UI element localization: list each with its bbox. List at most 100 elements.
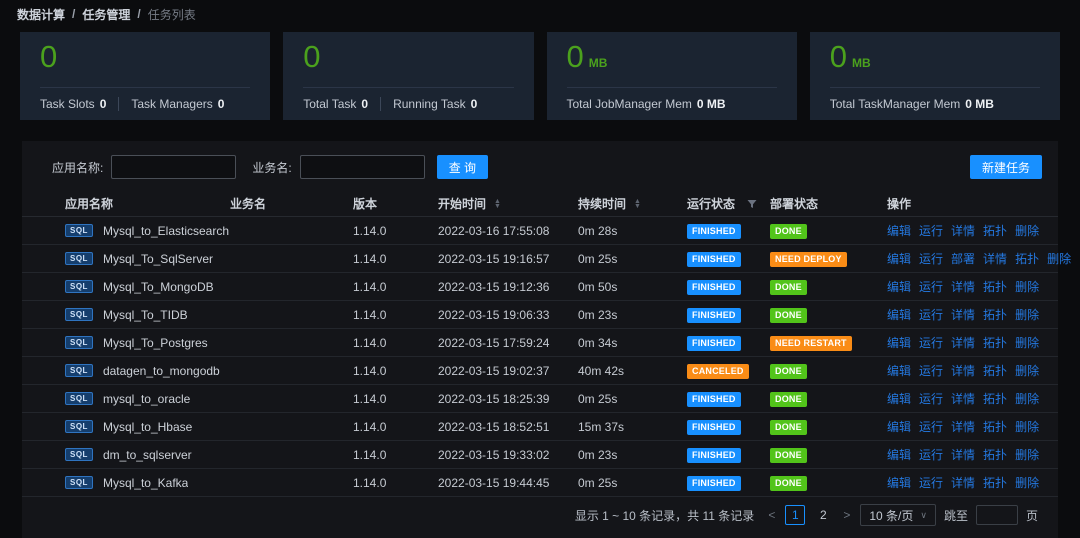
action-edit[interactable]: 编辑	[887, 308, 912, 322]
action-delete[interactable]: 删除	[1015, 392, 1040, 406]
action-run[interactable]: 运行	[919, 224, 944, 238]
action-run[interactable]: 运行	[919, 392, 944, 406]
version: 1.14.0	[353, 391, 387, 406]
action-edit[interactable]: 编辑	[887, 336, 912, 350]
prev-page-button[interactable]: <	[768, 508, 776, 522]
metric-total-task: Total Task 0	[303, 97, 369, 111]
action-run[interactable]: 运行	[919, 420, 944, 434]
deploy-status-badge: DONE	[770, 223, 807, 239]
sort-icon[interactable]: ▲ ▼	[634, 198, 641, 210]
action-deploy[interactable]: 部署	[951, 252, 976, 266]
action-topology[interactable]: 拓扑	[1015, 252, 1040, 266]
app-name-cell: SQL dm_to_sqlserver	[65, 448, 230, 462]
action-detail[interactable]: 详情	[951, 476, 976, 490]
action-delete[interactable]: 删除	[1015, 280, 1040, 294]
table-header: 应用名称 业务名 版本 开始时间 ▲ ▼ 持续时间 ▲ ▼ 运行状态 部署状态 操作	[22, 191, 1058, 217]
column-header-run_status[interactable]: 运行状态	[687, 195, 770, 212]
business-name-input[interactable]	[299, 155, 425, 179]
action-delete[interactable]: 删除	[1015, 420, 1040, 434]
action-run[interactable]: 运行	[919, 448, 944, 462]
sort-icon[interactable]: ▲ ▼	[494, 198, 501, 210]
version: 1.14.0	[353, 279, 387, 294]
table-row: SQL Mysql_to_Kafka 1.14.0 2022-03-15 19:44:…	[22, 469, 1058, 497]
action-edit[interactable]: 编辑	[887, 252, 912, 266]
action-delete[interactable]: 删除	[1015, 448, 1040, 462]
action-topology[interactable]: 拓扑	[983, 448, 1008, 462]
run-status-badge: FINISHED	[687, 447, 741, 463]
column-header-start_time[interactable]: 开始时间 ▲ ▼	[438, 195, 578, 212]
action-run[interactable]: 运行	[919, 336, 944, 350]
action-delete[interactable]: 删除	[1015, 476, 1040, 490]
actions-cell: 编辑 运行 详情 拓扑 删除	[887, 390, 1040, 407]
sql-badge: SQL	[65, 392, 93, 405]
run-status-cell: FINISHED	[687, 335, 770, 351]
action-run[interactable]: 运行	[919, 252, 944, 266]
action-edit[interactable]: 编辑	[887, 448, 912, 462]
action-delete[interactable]: 删除	[1015, 364, 1040, 378]
actions-cell: 编辑 运行 详情 拓扑 删除	[887, 362, 1040, 379]
action-detail[interactable]: 详情	[951, 308, 976, 322]
action-detail[interactable]: 详情	[951, 336, 976, 350]
stat-value: 0	[303, 39, 321, 74]
action-delete[interactable]: 删除	[1047, 252, 1072, 266]
action-edit[interactable]: 编辑	[887, 224, 912, 238]
filter-funnel-icon[interactable]	[747, 199, 757, 209]
page-button-2[interactable]: 2	[819, 508, 827, 522]
action-topology[interactable]: 拓扑	[983, 476, 1008, 490]
page-button-1[interactable]: 1	[785, 505, 806, 525]
action-topology[interactable]: 拓扑	[983, 420, 1008, 434]
action-topology[interactable]: 拓扑	[983, 364, 1008, 378]
jump-page-input[interactable]	[975, 505, 1018, 525]
action-detail[interactable]: 详情	[951, 392, 976, 406]
run-status-badge: CANCELED	[687, 363, 749, 379]
action-edit[interactable]: 编辑	[887, 364, 912, 378]
start-time: 2022-03-15 17:59:24	[438, 335, 550, 350]
breadcrumb-item-task-management[interactable]: 任务管理	[82, 7, 131, 22]
action-delete[interactable]: 删除	[1015, 308, 1040, 322]
action-run[interactable]: 运行	[919, 280, 944, 294]
action-edit[interactable]: 编辑	[887, 280, 912, 294]
stat-card-task-slots: 0 Task Slots 0 Task Managers 0	[20, 32, 271, 120]
run-status-badge: FINISHED	[687, 335, 741, 351]
column-header-duration[interactable]: 持续时间 ▲ ▼	[578, 195, 687, 212]
duration: 0m 34s	[578, 335, 618, 350]
deploy-status-cell: DONE	[770, 475, 887, 491]
action-detail[interactable]: 详情	[951, 280, 976, 294]
action-delete[interactable]: 删除	[1015, 224, 1040, 238]
app-name-input[interactable]	[111, 155, 237, 179]
deploy-status-cell: DONE	[770, 391, 887, 407]
stat-value: 0	[829, 39, 847, 74]
column-label: 应用名称	[65, 197, 114, 211]
column-header-app_name: 应用名称	[65, 195, 230, 212]
action-topology[interactable]: 拓扑	[983, 280, 1008, 294]
action-run[interactable]: 运行	[919, 364, 944, 378]
action-topology[interactable]: 拓扑	[983, 392, 1008, 406]
stat-unit: MB	[852, 56, 871, 70]
breadcrumb-item-data-compute[interactable]: 数据计算	[17, 7, 66, 22]
action-detail[interactable]: 详情	[983, 252, 1008, 266]
action-edit[interactable]: 编辑	[887, 420, 912, 434]
action-delete[interactable]: 删除	[1015, 336, 1040, 350]
action-run[interactable]: 运行	[919, 476, 944, 490]
action-detail[interactable]: 详情	[951, 420, 976, 434]
page-size-select[interactable]: 10 条/页 ∨	[860, 504, 936, 526]
metric-task-managers: Task Managers 0	[118, 97, 224, 111]
action-detail[interactable]: 详情	[951, 448, 976, 462]
action-topology[interactable]: 拓扑	[983, 308, 1008, 322]
action-run[interactable]: 运行	[919, 308, 944, 322]
action-edit[interactable]: 编辑	[887, 392, 912, 406]
action-topology[interactable]: 拓扑	[983, 224, 1008, 238]
next-page-button[interactable]: >	[843, 508, 851, 522]
deploy-status-badge: DONE	[770, 391, 807, 407]
action-edit[interactable]: 编辑	[887, 476, 912, 490]
deploy-status-cell: NEED RESTART	[770, 335, 887, 351]
action-topology[interactable]: 拓扑	[983, 336, 1008, 350]
new-task-button[interactable]: 新建任务	[969, 155, 1042, 179]
start-time: 2022-03-15 19:16:57	[438, 251, 550, 266]
deploy-status-cell: DONE	[770, 363, 887, 379]
action-detail[interactable]: 详情	[951, 224, 976, 238]
search-button[interactable]: 查 询	[436, 155, 489, 179]
breadcrumb-separator: /	[72, 7, 76, 21]
start-time: 2022-03-15 19:02:37	[438, 363, 550, 378]
action-detail[interactable]: 详情	[951, 364, 976, 378]
